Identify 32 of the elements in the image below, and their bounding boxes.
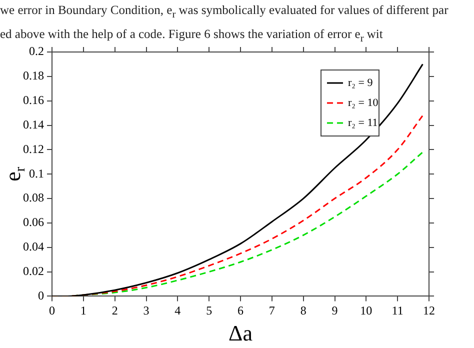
y-tick-label: 0.02	[23, 264, 44, 278]
text: we error in Boundary Condition, e$_{r}$ was symbolically evaluated for values of different par	[0, 2, 450, 22]
x-tick-label: 7	[268, 304, 275, 318]
x-tick-label: 10	[360, 304, 372, 318]
x-axis-title: Δa	[228, 320, 253, 346]
legend-label: r₂ = 9	[348, 76, 374, 89]
y-tick-label: 0.1	[29, 166, 44, 180]
y-tick-label: 0	[38, 288, 44, 302]
x-tick-label: 5	[206, 304, 212, 318]
x-tick-label: 6	[238, 304, 244, 318]
y-tick-label: 0.18	[23, 68, 44, 83]
y-tick-label: 0.14	[23, 117, 44, 132]
legend-label: r₂ = 11	[348, 116, 378, 129]
x-tick-label: 0	[49, 304, 55, 318]
y-tick-label: 0.16	[23, 92, 44, 107]
y-axis-title: er	[0, 166, 28, 182]
y-tick-label: 0.06	[23, 215, 44, 230]
line-series	[52, 63, 424, 296]
x-tick-label: 8	[300, 304, 306, 318]
x-tick-label: 1	[80, 304, 86, 318]
x-tick-label: 3	[143, 304, 150, 318]
x-tick-label: 12	[423, 304, 435, 318]
x-tick-label: 9	[332, 304, 338, 318]
x-tick-label: 2	[112, 304, 118, 318]
x-tick-label: 4	[174, 304, 181, 318]
y-tick-label: 0.08	[23, 190, 44, 205]
legend-label: r₂ = 10	[348, 96, 379, 109]
y-tick-label: 0.04	[23, 240, 44, 254]
text: ed above with the help of a code. Figure 6 shows the variation of error e$_{r}$ wit	[0, 26, 383, 44]
y-tick-label: 0.12	[23, 142, 44, 156]
y-tick-label: 0.2	[29, 44, 44, 58]
x-tick-label: 11	[392, 304, 404, 318]
